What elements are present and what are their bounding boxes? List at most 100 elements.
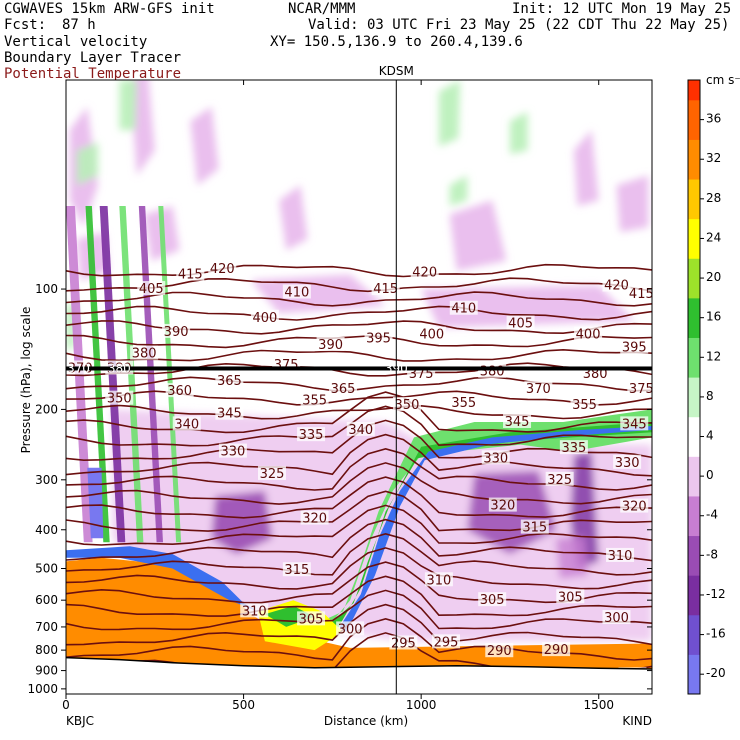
theta-label-bg-36 [297,427,326,442]
valid-time: Valid: 03 UTC Fri 23 May 25 (22 CDT Thu … [308,17,730,33]
plot-frame [65,79,653,695]
theta-label-40: 330 [221,445,246,460]
theta-contour-24 [66,575,652,617]
colorbar-label-12: -12 [706,587,726,601]
x-tick-label-1500: 1500 [583,698,614,712]
theta-contour-9 [66,390,652,406]
colorbar-label-8: 4 [706,429,714,443]
colorbar-label-5: 16 [706,310,721,324]
theta-label-bg-41 [481,450,510,465]
theta-label-bg-58 [602,610,631,625]
theta-contour-20 [66,518,652,562]
theta-label-bg-52 [424,572,453,587]
theta-label-bg-42 [559,440,588,455]
colorbar-band-3 [688,535,700,576]
x-axis: 0 500 1000 1500 [62,80,614,712]
theta-label-27: 380 [583,367,608,382]
theta-label-bg-22 [215,373,244,388]
theta-label-34: 355 [572,398,597,413]
theta-label-37: 340 [348,423,373,438]
colorbar-frame [687,79,701,695]
theta-label-bg-46 [300,510,329,525]
theta-label-21: 360 [167,384,192,399]
theta-label-bg-28 [627,381,652,396]
theta-label-bg-15 [506,315,535,330]
theta-label-50: 315 [284,563,309,578]
velocity-patch-10 [421,285,635,328]
theta-label-61: 290 [487,644,512,659]
colorbar-band-4 [688,495,700,537]
theta-label-51: 310 [608,549,633,564]
theta-label-36: 335 [299,428,324,443]
theta-contour-26 [66,603,652,646]
y-tick-label-300: 300 [35,473,58,487]
theta-contour-22 [66,547,652,590]
theta-contour-8 [66,376,652,392]
theta-label-52: 310 [426,573,451,588]
theta-label-bg-50 [282,562,311,577]
colorbar-band-14 [688,99,700,140]
theta-label-bg-32 [392,397,421,412]
theta-label-0: 415 [178,268,203,283]
theta-label-32: 350 [395,398,420,413]
colorbar-label-3: 24 [706,230,721,244]
theta-label-14: 400 [419,328,444,343]
theta-label-bg-0 [176,266,205,281]
mid-station-label: KDSM [379,64,414,78]
velocity-patch-2 [190,106,219,186]
strip-label-0: 370 [67,361,90,375]
colorbar-band-6 [688,416,700,457]
theta-label-46: 320 [302,512,327,527]
theta-label-62: 290 [544,643,569,658]
theta-label-8: 420 [604,279,629,294]
theta-label-47: 320 [490,499,515,514]
theta-label-bg-5 [410,264,439,279]
downdraft-core-4 [556,536,589,579]
colorbar-label-9: 0 [706,468,714,482]
theta-contour-14 [66,433,652,477]
theta-label-bg-39 [620,416,649,431]
forecast-hours: 87 h [62,17,96,33]
theta-contour-10 [66,404,652,420]
theta-label-bg-62 [542,642,571,657]
colorbar-band-13 [688,139,700,180]
theta-label-28: 375 [629,382,654,397]
theta-label-9: 415 [629,287,654,302]
theta-label-bg-60 [432,634,461,649]
theta-label-bg-40 [218,443,247,458]
theta-label-12: 390 [318,338,343,353]
colorbar-label-2: 28 [706,191,721,205]
colorbar: 36 32 28 24 20 16 12 8 4 0 -4 -8 -12 -16 -20 [687,79,726,695]
tropopause-strip [66,366,652,371]
y-tick-label-1000: 1000 [27,682,58,696]
theta-contour-3 [66,305,652,321]
y-tick-label-400: 400 [35,523,58,537]
theta-label-16: 400 [576,328,601,343]
theta-label-bg-37 [346,421,375,436]
theta-label-26: 370 [526,382,551,397]
theta-label-41: 330 [483,451,508,466]
theta-label-17: 395 [622,340,647,355]
y-tick-label-700: 700 [35,620,58,634]
theta-label-bg-4 [371,281,400,296]
theta-label-bg-11 [130,345,159,360]
midlevel-downdraft-zone [112,409,652,642]
colorbar-band-9 [688,297,700,338]
x-tick-label-1000: 1000 [406,698,437,712]
theta-label-48: 320 [622,500,647,515]
theta-label-3: 410 [284,285,309,300]
boundary-layer-tracer [66,557,652,694]
velocity-patch-green-1 [438,80,461,147]
colorbar-label-7: 8 [706,389,714,403]
theta-contour-16 [66,462,652,505]
colorbar-label-13: -16 [706,627,726,641]
theta-label-bg-45 [545,471,574,486]
colorbar-band-5 [688,456,700,497]
theta-label-bg-38 [503,413,532,428]
theta-label-bg-43 [613,454,642,469]
colorbar-label-6: 12 [706,349,721,363]
theta-label-44: 325 [260,467,285,482]
colorbar-band-10 [688,258,700,299]
y-axis: 100 200 300 400 500 600 700 800 900 1000 [27,282,652,696]
colorbar-label-14: -20 [706,666,726,680]
